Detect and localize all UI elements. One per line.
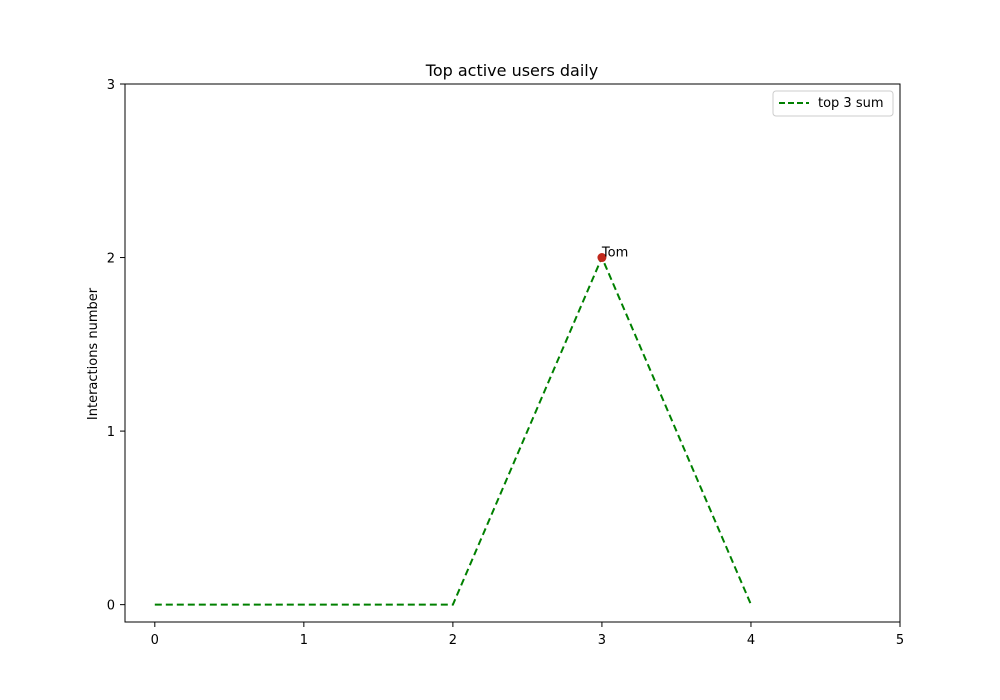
- x-axis: 0 1 2 3 4 5: [151, 622, 904, 648]
- y-tick-label: 3: [107, 78, 115, 93]
- plot-area-frame: [124, 83, 901, 623]
- x-tick-label: 3: [598, 633, 606, 648]
- x-tick-label: 2: [449, 633, 457, 648]
- y-tick-label: 0: [107, 599, 115, 614]
- y-tick-label: 1: [107, 425, 115, 440]
- legend-label-top-3-sum: top 3 sum: [818, 96, 884, 111]
- annotation-label: Tom: [601, 246, 628, 261]
- annotation-layer: Tom: [597, 246, 628, 263]
- legend: top 3 sum: [772, 90, 894, 117]
- x-tick-label: 4: [747, 633, 755, 648]
- y-axis-label: Interactions number: [86, 287, 101, 420]
- y-axis: 0 1 2 3: [107, 78, 125, 614]
- series-line-top-3-sum: [154, 254, 752, 606]
- y-tick-label: 2: [107, 252, 115, 267]
- series-layer: [154, 254, 752, 606]
- x-tick-label: 5: [896, 633, 904, 648]
- chart-title: Top active users daily: [425, 61, 598, 80]
- x-tick-label: 1: [300, 633, 308, 648]
- annotation-marker: [597, 253, 607, 263]
- legend-box: [772, 90, 894, 117]
- x-tick-label: 0: [151, 633, 159, 648]
